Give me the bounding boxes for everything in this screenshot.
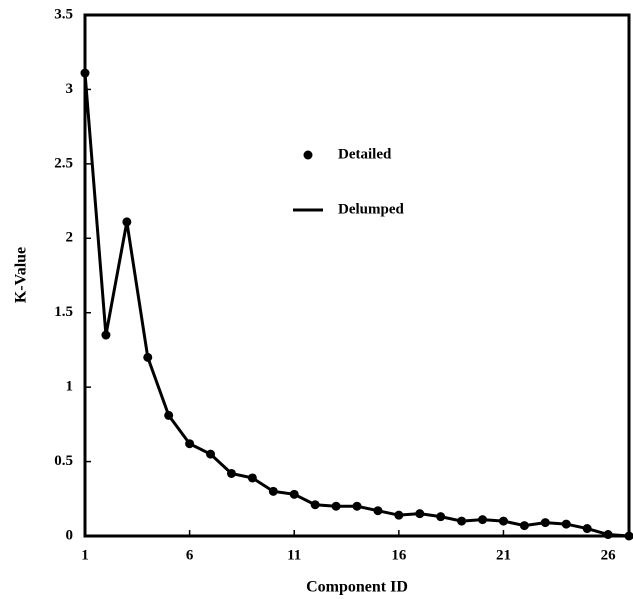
y-tick-label: 0.5: [54, 453, 73, 469]
x-tick-label: 21: [496, 547, 511, 563]
y-tick-label: 0: [66, 527, 74, 543]
data-point: [457, 516, 467, 526]
legend-marker: [303, 150, 313, 160]
data-point: [603, 530, 613, 540]
data-point: [624, 531, 633, 541]
data-point: [519, 521, 529, 531]
y-tick-label: 3.5: [54, 6, 73, 22]
data-point: [582, 524, 592, 534]
data-point: [373, 506, 383, 516]
legend-label: Delumped: [338, 201, 404, 217]
data-point: [268, 486, 278, 496]
data-point: [331, 501, 341, 511]
data-point: [415, 509, 425, 519]
y-tick-label: 2: [66, 230, 74, 246]
data-point: [101, 330, 111, 340]
data-point: [310, 500, 320, 510]
y-axis-title: K-Value: [13, 247, 30, 303]
data-point: [164, 410, 174, 420]
data-point: [478, 515, 488, 525]
data-point: [143, 352, 153, 362]
series-line: [83, 72, 630, 538]
x-axis-title: Component ID: [306, 579, 408, 596]
x-tick-label: 26: [601, 547, 617, 563]
data-point: [122, 217, 132, 227]
data-point: [540, 518, 550, 528]
data-point: [561, 519, 571, 529]
data-point: [206, 449, 216, 459]
legend-label: Detailed: [338, 146, 392, 162]
data-point: [80, 68, 90, 78]
data-point: [394, 510, 404, 520]
y-tick-label: 2.5: [54, 155, 73, 171]
data-point: [226, 468, 236, 478]
x-tick-label: 11: [287, 547, 301, 563]
x-tick-label: 1: [81, 547, 89, 563]
y-tick-label: 1.5: [54, 304, 73, 320]
x-tick-label: 6: [186, 547, 194, 563]
data-point: [247, 473, 257, 483]
y-tick-label: 1: [66, 379, 74, 395]
data-point: [289, 489, 299, 499]
data-point: [185, 439, 195, 449]
data-point: [352, 501, 362, 511]
data-point: [498, 516, 508, 526]
y-tick-label: 3: [66, 81, 74, 97]
x-tick-label: 16: [391, 547, 407, 563]
data-point: [436, 512, 446, 522]
plot-frame: [83, 13, 631, 538]
